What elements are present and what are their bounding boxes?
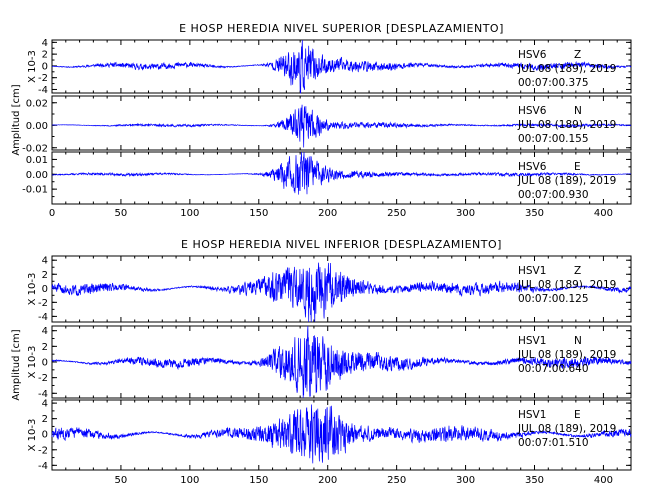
component-label: Z [574, 49, 581, 61]
y-tick-label: -2 [38, 373, 48, 384]
component-label: N [574, 335, 582, 347]
y-tick-label: -2 [38, 298, 48, 309]
station-label: HSV6 [518, 161, 547, 173]
panel-hsv1-z: -4 -2 0 2 4 HSV1 Z JUL 08 (189), 2019 00:07:00.1… [27, 255, 632, 323]
y-tick-label: 4 [42, 256, 48, 267]
x-tick-label: 250 [387, 475, 406, 486]
y-tick-label: -4 [38, 312, 48, 323]
x-tick-label: 350 [525, 208, 544, 219]
station-label: HSV6 [518, 49, 547, 61]
y-tick-label: 4 [42, 399, 48, 410]
date-label: JUL 08 (189), 2019 [517, 349, 616, 361]
y-tick-label: 0 [42, 61, 48, 72]
waveform-trace [51, 404, 632, 464]
component-label: N [574, 105, 582, 117]
x-tick-label: 300 [456, 475, 475, 486]
date-label: JUL 08 (189), 2019 [517, 119, 616, 131]
x-tick-label: 150 [249, 475, 268, 486]
x-tick-label: 350 [525, 475, 544, 486]
y-tick-label: 0.00 [26, 121, 48, 132]
y-tick-label: 0 [42, 284, 48, 295]
panel-hsv1-e: -4 -2 0 2 4 HSV1 E JUL 08 (189), 2019 00:07:01.5… [27, 399, 632, 472]
x-tick-label: 50 [115, 475, 128, 486]
chart-2: E HOSP HEREDIA NIVEL INFERIOR [DESPLAZAM… [11, 238, 632, 486]
waveform-trace [51, 39, 632, 94]
component-label: Z [574, 265, 581, 277]
station-label: HSV1 [518, 265, 546, 277]
waveform-trace [51, 151, 632, 195]
x-tick-label: 50 [115, 208, 128, 219]
date-label: JUL 08 (189), 2019 [517, 423, 616, 435]
y-tick-label: -0.01 [22, 185, 48, 196]
panel-hsv6-e: -0.01 0.00 0.01 HSV6 E JUL 08 (189), 2019 00:0… [22, 151, 632, 205]
chart-title: E HOSP HEREDIA NIVEL INFERIOR [DESPLAZAM… [181, 238, 502, 251]
y-tick-label: -0.02 [22, 143, 48, 154]
y-tick-label: -4 [38, 389, 48, 400]
date-label: JUL 08 (189), 2019 [517, 279, 616, 291]
chart-title: E HOSP HEREDIA NIVEL SUPERIOR [DESPLAZAM… [179, 22, 504, 35]
y-axis-label: Amplitud [cm] [11, 84, 22, 155]
panel-hsv1-n: -4 -2 0 2 4 HSV1 N JUL 08 (189), 2019 00:07:00.6… [27, 325, 632, 400]
x-tick-label: 0 [49, 208, 55, 219]
time-label: 00:07:01.510 [518, 437, 589, 449]
chart-1: E HOSP HEREDIA NIVEL SUPERIOR [DESPLAZAM… [11, 22, 632, 219]
time-label: 00:07:00.930 [518, 189, 589, 201]
y-tick-label: 0 [42, 430, 48, 441]
station-label: HSV1 [518, 335, 546, 347]
y-tick-label: 2 [42, 270, 48, 281]
x-tick-label: 250 [387, 208, 406, 219]
y-tick-label: 4 [42, 38, 48, 49]
y-tick-label: 0 [42, 358, 48, 369]
waveform-trace [52, 104, 632, 148]
x-tick-label: 400 [594, 475, 613, 486]
y-tick-label: 4 [42, 326, 48, 337]
y-axis-label: Amplitud [cm] [11, 329, 22, 400]
time-label: 00:07:00.640 [518, 363, 589, 375]
y-tick-label: -2 [38, 445, 48, 456]
x-tick-label: 100 [180, 208, 199, 219]
x-tick-label: 300 [456, 208, 475, 219]
y-tick-label: 0.01 [26, 155, 48, 166]
panel-hsv6-n: -0.02 0.00 0.02 HSV6 N JUL 08 (189), 2019 00:0… [22, 95, 632, 154]
x-tick-label: 100 [180, 475, 199, 486]
scale-label: X 10-3 [27, 50, 38, 83]
time-label: 00:07:00.125 [518, 293, 589, 305]
scale-label: X 10-3 [27, 419, 38, 452]
y-tick-label: 2 [42, 50, 48, 61]
y-tick-label: 2 [42, 342, 48, 353]
date-label: JUL 08 (189), 2019 [517, 175, 616, 187]
station-label: HSV6 [518, 105, 547, 117]
y-tick-label: 0.00 [26, 170, 48, 181]
x-tick-label: 400 [594, 208, 613, 219]
y-tick-label: 2 [42, 414, 48, 425]
scale-label: X 10-3 [27, 346, 38, 379]
waveform-trace [51, 325, 632, 399]
component-label: E [574, 161, 581, 173]
component-label: E [574, 409, 581, 421]
date-label: JUL 08 (189), 2019 [517, 63, 616, 75]
x-tick-label: 200 [318, 208, 337, 219]
x-tick-label: 150 [249, 208, 268, 219]
y-tick-label: -2 [38, 73, 48, 84]
scale-label: X 10-3 [27, 273, 38, 306]
y-tick-label: -4 [38, 85, 48, 96]
time-label: 00:07:00.375 [518, 77, 589, 89]
time-label: 00:07:00.155 [518, 133, 589, 145]
x-tick-label: 200 [318, 475, 337, 486]
waveform-trace [51, 262, 632, 323]
y-tick-label: -4 [38, 461, 48, 472]
y-tick-label: 0.02 [26, 98, 48, 109]
station-label: HSV1 [518, 409, 546, 421]
